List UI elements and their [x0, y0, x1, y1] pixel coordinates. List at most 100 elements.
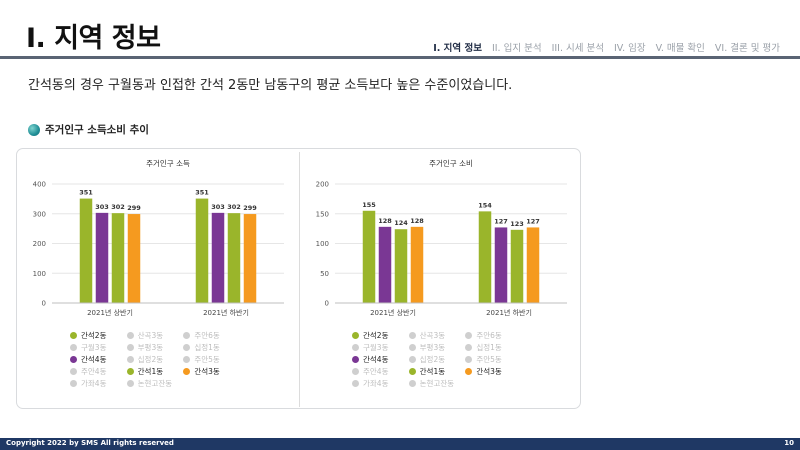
nav-tab-price-analysis[interactable]: III. 시세 분석 [551, 43, 604, 54]
legend-label: 십정2동 [137, 355, 164, 364]
legend-label: 주안4동 [363, 367, 389, 376]
data-label: 128 [378, 217, 392, 225]
data-label: 351 [79, 189, 93, 197]
legend-swatch [126, 344, 134, 351]
legend-item[interactable]: 가좌4동 [352, 378, 409, 389]
y-tick-label: 300 [33, 210, 46, 218]
bar-4dong-1 [95, 212, 109, 303]
y-tick-label: 100 [33, 270, 46, 278]
legend-item[interactable]: 부평3동 [408, 342, 466, 353]
data-label: 303 [95, 203, 109, 211]
legend-swatch [465, 368, 473, 375]
legend-swatch [465, 356, 473, 363]
nav-tab-conclusion[interactable]: VI. 결론 및 평가 [714, 43, 780, 54]
legend-item[interactable]: 간석3동 [465, 366, 522, 377]
legend-swatch [183, 356, 191, 363]
legend-swatch [70, 356, 77, 363]
legend-swatch [352, 380, 359, 387]
bar-3dong-1 [127, 214, 141, 303]
legend-item[interactable]: 논현고잔동 [126, 378, 184, 389]
legend-item[interactable]: 간석2동 [70, 330, 127, 341]
legend-item[interactable]: 십정2동 [126, 354, 184, 365]
nav-tab-listing-check[interactable]: V. 매물 확인 [655, 43, 705, 54]
legend-swatch [465, 332, 473, 339]
legend-label: 간석3동 [476, 367, 502, 376]
data-label: 127 [494, 217, 508, 225]
legend-swatch [408, 356, 416, 363]
legend-item[interactable]: 주안6동 [465, 330, 522, 341]
legend-label: 논현고잔동 [137, 379, 173, 388]
nav-tab-location-analysis[interactable]: II. 입지 분석 [491, 43, 542, 54]
legend-item[interactable]: 간석4동 [70, 354, 127, 365]
legend-item[interactable]: 산곡3동 [408, 330, 466, 341]
legend-item[interactable]: 주안5동 [183, 354, 240, 365]
legend-label: 간석4동 [363, 355, 389, 364]
legend-item[interactable]: 주안4동 [352, 366, 409, 377]
legend-item[interactable]: 가좌4동 [70, 378, 127, 389]
legend-item[interactable]: 간석3동 [183, 366, 240, 377]
legend-label: 주안5동 [194, 355, 220, 364]
legend-item[interactable]: 십정2동 [408, 354, 466, 365]
y-tick-label: 0 [325, 300, 329, 308]
bar-1dong-2 [227, 213, 241, 303]
legend-swatch [70, 368, 77, 375]
legend-item[interactable]: 간석2동 [352, 330, 409, 341]
legend-item[interactable]: 구월3동 [70, 342, 127, 353]
legend-label: 부평3동 [137, 343, 164, 352]
data-label: 124 [394, 219, 408, 227]
legend-item[interactable]: 주안4동 [70, 366, 127, 377]
nav-tab-site-visit[interactable]: IV. 임장 [614, 43, 646, 54]
legend-swatch [126, 368, 134, 375]
bar-2dong-1 [362, 210, 376, 303]
x-tick-label: 2021년 상반기 [370, 308, 416, 317]
footer-bar: Copyright 2022 by SMS All rights reserve… [0, 438, 800, 450]
page-title: I. 지역 정보 [26, 23, 161, 54]
legend-item[interactable]: 주안6동 [183, 330, 240, 341]
y-tick-label: 150 [316, 210, 329, 218]
section-heading: 주거인구 소득소비 추이 [28, 122, 149, 137]
legend-label: 주안4동 [81, 367, 107, 376]
section-label: 주거인구 소득소비 추이 [45, 124, 149, 136]
x-tick-label: 2021년 하반기 [486, 308, 532, 317]
data-label: 123 [510, 220, 524, 228]
title-divider [0, 56, 800, 59]
bar-3dong-2 [526, 227, 540, 303]
legend-item[interactable]: 구월3동 [352, 342, 409, 353]
legend-item[interactable]: 산곡3동 [126, 330, 184, 341]
bar-2dong-2 [195, 198, 209, 303]
legend-label: 산곡3동 [419, 331, 446, 340]
legend-swatch [352, 344, 359, 351]
legend-swatch [183, 344, 191, 351]
legend-swatch [126, 332, 134, 339]
legend-item[interactable]: 논현고잔동 [408, 378, 466, 389]
y-tick-label: 400 [33, 181, 46, 189]
data-label: 299 [243, 204, 257, 212]
legend-swatch [126, 380, 134, 387]
legend-item[interactable]: 부평3동 [126, 342, 184, 353]
legend-swatch [70, 344, 77, 351]
legend-swatch [408, 332, 416, 339]
data-label: 127 [526, 217, 540, 225]
bar-4dong-2 [494, 227, 508, 303]
legend-item[interactable]: 십정1동 [465, 342, 522, 353]
legend-item[interactable]: 간석4동 [352, 354, 409, 365]
legend-label: 십정2동 [419, 355, 446, 364]
legend-label: 간석3동 [194, 367, 220, 376]
legend-label: 간석1동 [419, 367, 446, 376]
legend-swatch [126, 356, 134, 363]
legend-label: 가좌4동 [81, 379, 107, 388]
legend-item[interactable]: 간석1동 [126, 366, 184, 377]
legend-label: 가좌4동 [363, 379, 389, 388]
legend-item[interactable]: 십정1동 [183, 342, 240, 353]
legend-item[interactable]: 주안5동 [465, 354, 522, 365]
data-label: 302 [111, 203, 125, 211]
legend-swatch [352, 356, 359, 363]
data-label: 302 [227, 203, 241, 211]
nav-tab-region-info[interactable]: I. 지역 정보 [433, 43, 482, 54]
legend-item[interactable]: 간석1동 [408, 366, 466, 377]
chart-title: 주거인구 소득 [146, 158, 190, 168]
y-tick-label: 100 [316, 240, 329, 248]
legend-swatch [70, 380, 77, 387]
